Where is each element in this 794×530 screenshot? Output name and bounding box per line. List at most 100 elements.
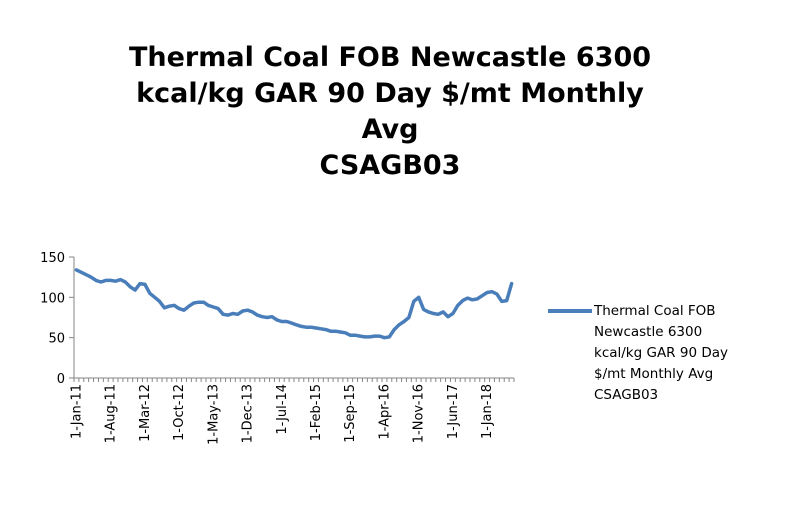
data-point — [226, 314, 229, 317]
legend-label-line-3: kcal/kg GAR 90 Day — [594, 345, 728, 361]
data-point — [295, 323, 298, 326]
data-point — [398, 323, 401, 326]
data-point — [358, 335, 361, 338]
x-tick-label: 1-Nov-16 — [412, 384, 427, 443]
data-point — [119, 278, 122, 281]
data-point — [138, 282, 141, 285]
x-tick-label: 1-Jun-17 — [446, 384, 461, 439]
data-point — [173, 304, 176, 307]
data-point — [202, 301, 205, 304]
data-point — [280, 320, 283, 323]
y-tick-label: 0 — [57, 372, 65, 387]
data-point — [422, 308, 425, 311]
data-point — [197, 301, 200, 304]
y-tick-label: 150 — [40, 251, 65, 266]
series-line — [74, 268, 514, 340]
data-point — [349, 334, 352, 337]
data-point — [319, 327, 322, 330]
data-point — [158, 300, 161, 303]
data-point — [178, 307, 181, 310]
data-point — [417, 296, 420, 299]
data-point — [456, 304, 459, 307]
data-point — [393, 328, 396, 331]
data-point — [222, 313, 225, 316]
data-point — [182, 309, 185, 312]
x-tick-label: 1-Feb-15 — [309, 384, 324, 441]
chart-title-line-1: Thermal Coal FOB Newcastle 6300 — [128, 42, 652, 73]
data-point — [373, 335, 376, 338]
data-point — [510, 282, 513, 285]
data-point — [275, 318, 278, 321]
data-point — [187, 305, 190, 308]
data-point — [153, 296, 156, 299]
chart-title-line-3: Avg — [361, 114, 419, 145]
data-point — [495, 293, 498, 296]
data-point — [163, 306, 166, 309]
data-point — [476, 297, 479, 300]
data-point — [217, 307, 220, 310]
data-point — [80, 271, 83, 274]
data-point — [246, 309, 249, 312]
legend-label-line-2: Newcastle 6300 — [594, 324, 703, 340]
chart-title-line-2: kcal/kg GAR 90 Day $/mt Monthly — [136, 78, 644, 109]
data-point — [329, 330, 332, 333]
data-point — [207, 304, 210, 307]
data-point — [75, 268, 78, 271]
data-point — [481, 294, 484, 297]
data-point — [324, 328, 327, 331]
data-point — [363, 335, 366, 338]
data-point — [251, 310, 254, 313]
data-point — [266, 316, 269, 319]
data-point — [305, 326, 308, 329]
data-point — [236, 313, 239, 316]
data-point — [407, 316, 410, 319]
x-tick-label: 1-Jan-18 — [480, 384, 495, 439]
data-point — [285, 320, 288, 323]
data-point — [500, 300, 503, 303]
data-point — [339, 330, 342, 333]
x-tick-label: 1-Mar-12 — [138, 384, 153, 442]
data-point — [334, 330, 337, 333]
y-tick-label: 50 — [48, 332, 65, 347]
legend-label-line-4: $/mt Monthly Avg — [594, 366, 714, 382]
y-tick-label: 100 — [40, 291, 65, 306]
data-point — [241, 309, 244, 312]
data-point — [300, 325, 303, 328]
data-point — [402, 320, 405, 323]
data-point — [432, 312, 435, 315]
data-point — [451, 312, 454, 315]
data-point — [114, 280, 117, 283]
legend-series-label: Thermal Coal FOB Newcastle 6300 kcal/kg … — [594, 301, 774, 406]
data-point — [270, 315, 273, 318]
data-point — [90, 276, 93, 279]
data-point — [466, 297, 469, 300]
data-point — [314, 326, 317, 329]
data-point — [461, 299, 464, 302]
legend-label-line-5: CSAGB03 — [594, 387, 659, 403]
data-point — [490, 290, 493, 293]
data-point — [505, 299, 508, 302]
chart-title-line-4: CSAGB03 — [319, 150, 461, 181]
data-point — [85, 273, 88, 276]
data-point — [486, 291, 489, 294]
x-tick-label: 1-Jul-14 — [275, 384, 290, 435]
x-tick-label: 1-Apr-16 — [377, 384, 392, 440]
data-point — [412, 300, 415, 303]
data-point — [354, 334, 357, 337]
data-point — [148, 292, 151, 295]
data-point — [310, 326, 313, 329]
data-point — [256, 314, 259, 317]
data-point — [388, 335, 391, 338]
data-point — [104, 279, 107, 282]
x-tick-label: 1-Sep-15 — [343, 384, 358, 443]
data-point — [231, 312, 234, 315]
data-point — [368, 335, 371, 338]
data-point — [378, 335, 381, 338]
x-tick-label: 1-Aug-11 — [104, 384, 119, 443]
x-tick-label: 1-Jan-11 — [69, 384, 84, 439]
legend-label-line-1: Thermal Coal FOB — [594, 303, 716, 319]
data-point — [99, 280, 102, 283]
data-point — [168, 305, 171, 308]
x-tick-label: 1-Oct-12 — [172, 384, 187, 441]
